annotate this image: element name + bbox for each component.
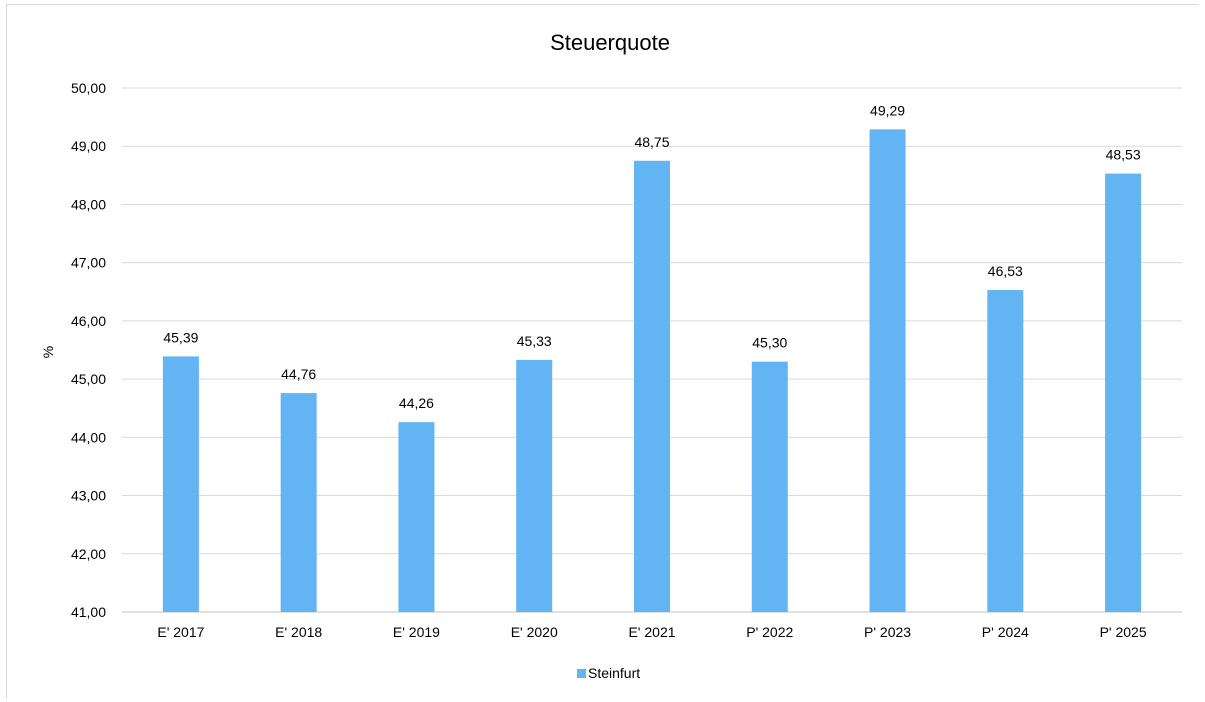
x-category-label: E' 2018 xyxy=(275,624,322,640)
data-label: 46,53 xyxy=(988,263,1023,279)
bar-e-2018 xyxy=(280,393,317,612)
y-tick-label: 46,00 xyxy=(71,313,106,329)
data-labels: 45,39 44,76 44,26 45,33 48,75 45,30 49,29 46,53… xyxy=(163,102,1140,411)
y-axis-ticks: 41,00 42,00 43,00 44,00 45,00 46,00 47,00 48,00… xyxy=(71,80,106,620)
bar-p-2023 xyxy=(869,129,906,613)
y-tick-label: 43,00 xyxy=(71,488,106,504)
x-category-label: E' 2019 xyxy=(393,624,440,640)
y-tick-label: 42,00 xyxy=(71,546,106,562)
bars xyxy=(162,129,1142,613)
y-axis-title: % xyxy=(40,346,56,358)
x-category-label: P' 2023 xyxy=(864,624,911,640)
legend: Steinfurt xyxy=(577,665,640,681)
x-category-label: P' 2022 xyxy=(746,624,793,640)
data-label: 45,33 xyxy=(517,333,552,349)
data-label: 44,76 xyxy=(281,366,316,382)
legend-label-steinfurt: Steinfurt xyxy=(588,665,640,681)
bar-p-2025 xyxy=(1105,173,1142,612)
data-label: 48,53 xyxy=(1106,147,1141,163)
x-category-label: E' 2017 xyxy=(157,624,204,640)
x-category-label: P' 2024 xyxy=(982,624,1029,640)
data-label: 49,29 xyxy=(870,102,905,118)
legend-swatch-steinfurt xyxy=(577,669,586,678)
y-tick-label: 50,00 xyxy=(71,80,106,96)
x-category-label: P' 2025 xyxy=(1100,624,1147,640)
bar-e-2017 xyxy=(162,356,199,612)
y-tick-label: 47,00 xyxy=(71,255,106,271)
bar-p-2022 xyxy=(751,361,788,612)
bar-e-2021 xyxy=(634,160,670,612)
bar-p-2024 xyxy=(987,290,1024,612)
y-tick-label: 44,00 xyxy=(71,429,106,445)
data-label: 45,30 xyxy=(752,335,787,351)
data-label: 48,75 xyxy=(634,134,669,150)
bar-e-2019 xyxy=(398,422,435,612)
bar-e-2020 xyxy=(516,359,553,612)
y-tick-label: 41,00 xyxy=(71,604,106,620)
x-axis-categories: E' 2017 E' 2018 E' 2019 E' 2020 E' 2021 P' 20… xyxy=(157,624,1146,640)
data-label: 44,26 xyxy=(399,395,434,411)
x-category-label: E' 2021 xyxy=(628,624,675,640)
chart-title: Steuerquote xyxy=(550,30,670,55)
y-tick-label: 49,00 xyxy=(71,138,106,154)
y-tick-label: 48,00 xyxy=(71,196,106,212)
y-tick-label: 45,00 xyxy=(71,371,106,387)
data-label: 45,39 xyxy=(163,329,198,345)
x-category-label: E' 2020 xyxy=(511,624,558,640)
